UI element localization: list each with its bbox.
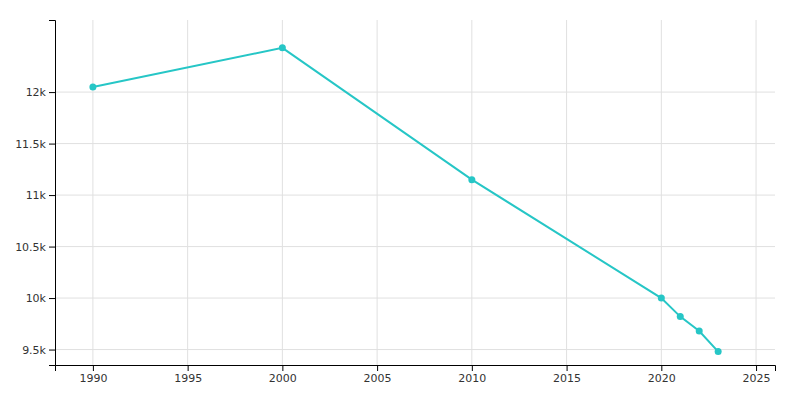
line — [93, 48, 718, 352]
x-tick: 2010 — [458, 365, 486, 385]
y-axis: 9.5k 10k 10.5k 11k 11.5k 12k — [15, 21, 55, 366]
y-tick-mark — [49, 247, 55, 248]
y-tick-label: 11.5k — [15, 138, 46, 151]
x-tick-label: 2020 — [648, 372, 676, 385]
point — [89, 83, 96, 90]
y-tick-label: 9.5k — [22, 344, 46, 357]
y-tick: 12k — [26, 86, 55, 99]
y-tick: 10.5k — [15, 241, 55, 254]
x-tick-label: 2000 — [269, 372, 297, 385]
grid-line-x — [187, 20, 188, 365]
y-tick: 11.5k — [15, 138, 55, 151]
chart-container: 1990 1995 2000 2005 2010 2015 2020 2025 9.5k 10k 1… — [0, 0, 800, 400]
point — [715, 348, 722, 355]
y-tick: 9.5k — [22, 344, 55, 357]
grid-line-y — [55, 195, 775, 196]
grid-line-x — [282, 20, 283, 365]
y-tick-mark — [49, 92, 55, 93]
x-tick-mark — [188, 365, 189, 371]
x-tick: 1995 — [174, 365, 202, 385]
x-tick-mark — [661, 365, 662, 371]
marks — [89, 44, 721, 355]
point — [696, 328, 703, 335]
grid-line-y — [55, 92, 775, 93]
y-tick-label: 11k — [26, 189, 47, 202]
x-tick-label: 2010 — [458, 372, 486, 385]
grid-line-y — [55, 298, 775, 299]
grid — [55, 20, 775, 365]
y-tick-mark — [49, 195, 55, 196]
y-tick-label: 10.5k — [15, 241, 46, 254]
x-axis: 1990 1995 2000 2005 2010 2015 2020 2025 — [56, 365, 776, 385]
x-tick-mark — [472, 365, 473, 371]
x-tick: 1990 — [79, 365, 107, 385]
x-axis-line — [56, 366, 776, 372]
grid-line-x — [471, 20, 472, 365]
x-tick-mark — [756, 365, 757, 371]
grid-line-x — [661, 20, 662, 365]
grid-line-x — [377, 20, 378, 365]
x-tick-label: 1995 — [174, 372, 202, 385]
grid-line-y — [55, 246, 775, 247]
x-tick-mark — [93, 365, 94, 371]
x-tick-mark — [567, 365, 568, 371]
grid-line-y — [55, 349, 775, 350]
x-tick: 2005 — [364, 365, 392, 385]
grid-line-x — [566, 20, 567, 365]
y-tick-label: 10k — [26, 292, 47, 305]
x-tick-label: 1990 — [79, 372, 107, 385]
chart-svg: 1990 1995 2000 2005 2010 2015 2020 2025 9.5k 10k 1… — [0, 0, 800, 400]
point — [279, 44, 286, 51]
x-tick-label: 2015 — [553, 372, 581, 385]
x-tick: 2025 — [743, 365, 771, 385]
y-tick: 11k — [26, 189, 55, 202]
x-tick: 2015 — [553, 365, 581, 385]
plot-area: 1990 1995 2000 2005 2010 2015 2020 2025 9.5k 10k 1… — [15, 20, 775, 385]
point — [677, 313, 684, 320]
y-tick-mark — [49, 298, 55, 299]
y-tick-label: 12k — [26, 86, 47, 99]
point — [658, 295, 665, 302]
x-tick-label: 2005 — [364, 372, 392, 385]
x-tick: 2000 — [269, 365, 297, 385]
x-tick-mark — [282, 365, 283, 371]
x-tick: 2020 — [648, 365, 676, 385]
y-tick-mark — [49, 350, 55, 351]
y-axis-line — [49, 21, 56, 366]
y-tick: 10k — [26, 292, 55, 305]
x-tick-label: 2025 — [743, 372, 771, 385]
x-tick-mark — [377, 365, 378, 371]
grid-line-y — [55, 143, 775, 144]
point — [468, 176, 475, 183]
y-tick-mark — [49, 144, 55, 145]
grid-line-x — [756, 20, 757, 365]
grid-line-x — [92, 20, 93, 365]
